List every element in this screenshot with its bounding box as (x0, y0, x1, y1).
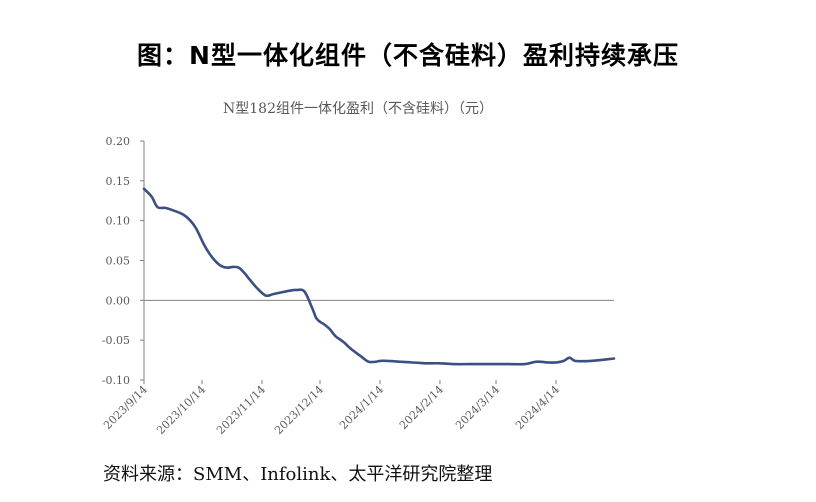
y-tick-label: 0.05 (106, 255, 131, 268)
x-tick-label: 2023/12/14 (272, 383, 326, 437)
x-tick-label: 2023/11/14 (214, 383, 268, 437)
series-line (142, 187, 616, 366)
y-tick-label: 0.00 (106, 294, 131, 307)
x-tick-label: 2024/3/14 (453, 383, 502, 432)
x-tick-label: 2023/9/14 (101, 383, 150, 432)
x-tick-label: 2023/10/14 (154, 383, 208, 437)
x-axis-ticks: 2023/9/14 2023/10/14 2023/11/14 2023/12/14 2… (101, 380, 562, 437)
y-tick-label: 0.15 (106, 175, 131, 188)
x-tick-label: 2024/2/14 (397, 383, 446, 432)
source-note: 资料来源：SMM、Infolink、太平洋研究院整理 (103, 464, 493, 485)
x-tick-label: 2024/4/14 (513, 383, 562, 432)
y-tick-label: -0.05 (102, 334, 130, 347)
y-tick-label: -0.10 (102, 374, 130, 387)
y-tick-label: 0.10 (106, 215, 131, 228)
chart-title: N型182组件一体化盈利（不含硅料）（元） (223, 101, 493, 117)
x-tick-label: 2024/1/14 (337, 383, 386, 432)
y-axis-ticks: 0.20 0.15 0.10 0.05 0.00 -0.05 -0.10 (102, 135, 144, 387)
figure-title: 图：N型一体化组件（不含硅料）盈利持续承压 (137, 41, 679, 70)
y-tick-label: 0.20 (106, 135, 131, 148)
